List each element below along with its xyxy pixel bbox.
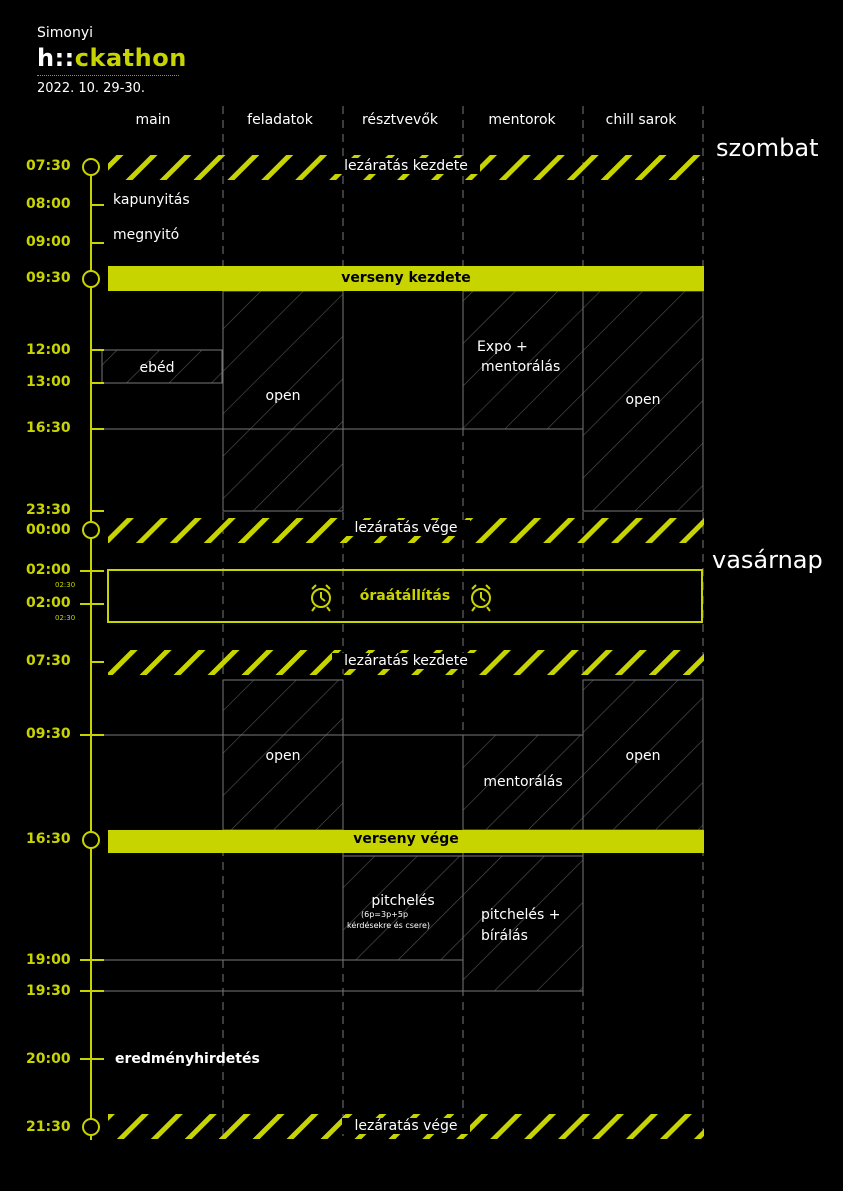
timeline-markers [82,158,100,1136]
open-label: open [265,388,301,404]
time-label: 12:00 [26,342,71,358]
col-resztvevok: résztvevők [361,112,439,128]
time-label: 00:00 [26,522,71,538]
expo-label-line2: mentorálás [481,359,561,375]
time-label: 19:00 [26,952,71,968]
time-label: 08:00 [26,196,71,212]
time-label: 02:00 [26,595,71,611]
time-label: 07:30 [26,158,71,174]
mentoring-label: mentorálás [483,774,563,790]
lockdown-start-label: lezáratás kezdete [332,158,480,174]
lockdown-end-label: lezáratás vége [342,520,470,536]
feladatok-open-box-2 [222,679,344,831]
time-label: 09:30 [26,270,71,286]
time-label: 23:30 [26,502,71,518]
day-sunday: vasárnap [712,546,823,574]
time-label: 02:00 [26,562,71,578]
guide-lines [100,428,583,992]
event-date: 2022. 10. 29-30. [37,81,146,96]
time-label: 13:00 [26,374,71,390]
lunch-box [101,349,223,384]
pitch-note-line2: kérdésekre és csere) [347,921,430,930]
lockdown-end-label: lezáratás vége [342,1118,470,1134]
chill-open-box-2 [582,679,704,831]
org-name: Simonyi [37,25,94,41]
expo-label-line1: Expo + [477,339,528,355]
open-label: open [625,748,661,764]
pitch-box [342,855,464,961]
lunch-label: ebéd [139,360,175,376]
expo-box [462,290,584,430]
chill-open-box-1 [582,290,704,512]
pitch-label: pitchelés [371,893,435,909]
open-label: open [625,392,661,408]
time-label: 07:30 [26,653,71,669]
col-main: main [135,112,171,128]
col-mentorok: mentorok [488,112,556,128]
contest-end-bar [108,830,704,853]
time-sublabel: 02:30 [55,581,76,589]
col-feladatok: feladatok [247,112,313,128]
logo-prefix: h:: [37,44,75,72]
time-label: 16:30 [26,831,71,847]
contest-start-bar [108,266,704,291]
feladatok-open-box-1 [222,290,344,512]
event-logo: h::ckathon [37,44,187,72]
lockdown-start-label: lezáratás kezdete [332,653,480,669]
time-label: 19:30 [26,983,71,999]
results-event: eredményhirdetés [115,1051,260,1067]
time-label: 20:00 [26,1051,71,1067]
day-saturday: szombat [716,134,819,162]
pitch-note-line1: (6p=3p+5p [361,910,409,919]
gate-open-event: kapunyitás [113,192,190,208]
pitch-judge-line2: bírálás [481,928,528,944]
pitch-judge-line1: pitchelés + [481,907,561,923]
clock-change-label: óraátállítás [359,588,451,604]
open-label: open [265,748,301,764]
opening-event: megnyitó [113,227,180,243]
time-label: 09:30 [26,726,71,742]
time-label: 09:00 [26,234,71,250]
pitch-judge-box [462,855,584,992]
logo-underline [37,75,179,76]
contest-end-label: verseny vége [353,831,459,847]
alarm-clock-icon [311,584,331,612]
time-label: 21:30 [26,1119,71,1135]
mentoring-box [462,734,584,831]
clock-change-frame [107,569,703,623]
col-chill: chill sarok [605,112,677,128]
contest-start-label: verseny kezdete [341,270,471,286]
time-sublabel: 02:30 [55,614,76,622]
time-label: 16:30 [26,420,71,436]
timeline-ticks [80,204,104,1060]
logo-rest: ckathon [74,44,187,72]
alarm-clock-icon [471,584,491,612]
